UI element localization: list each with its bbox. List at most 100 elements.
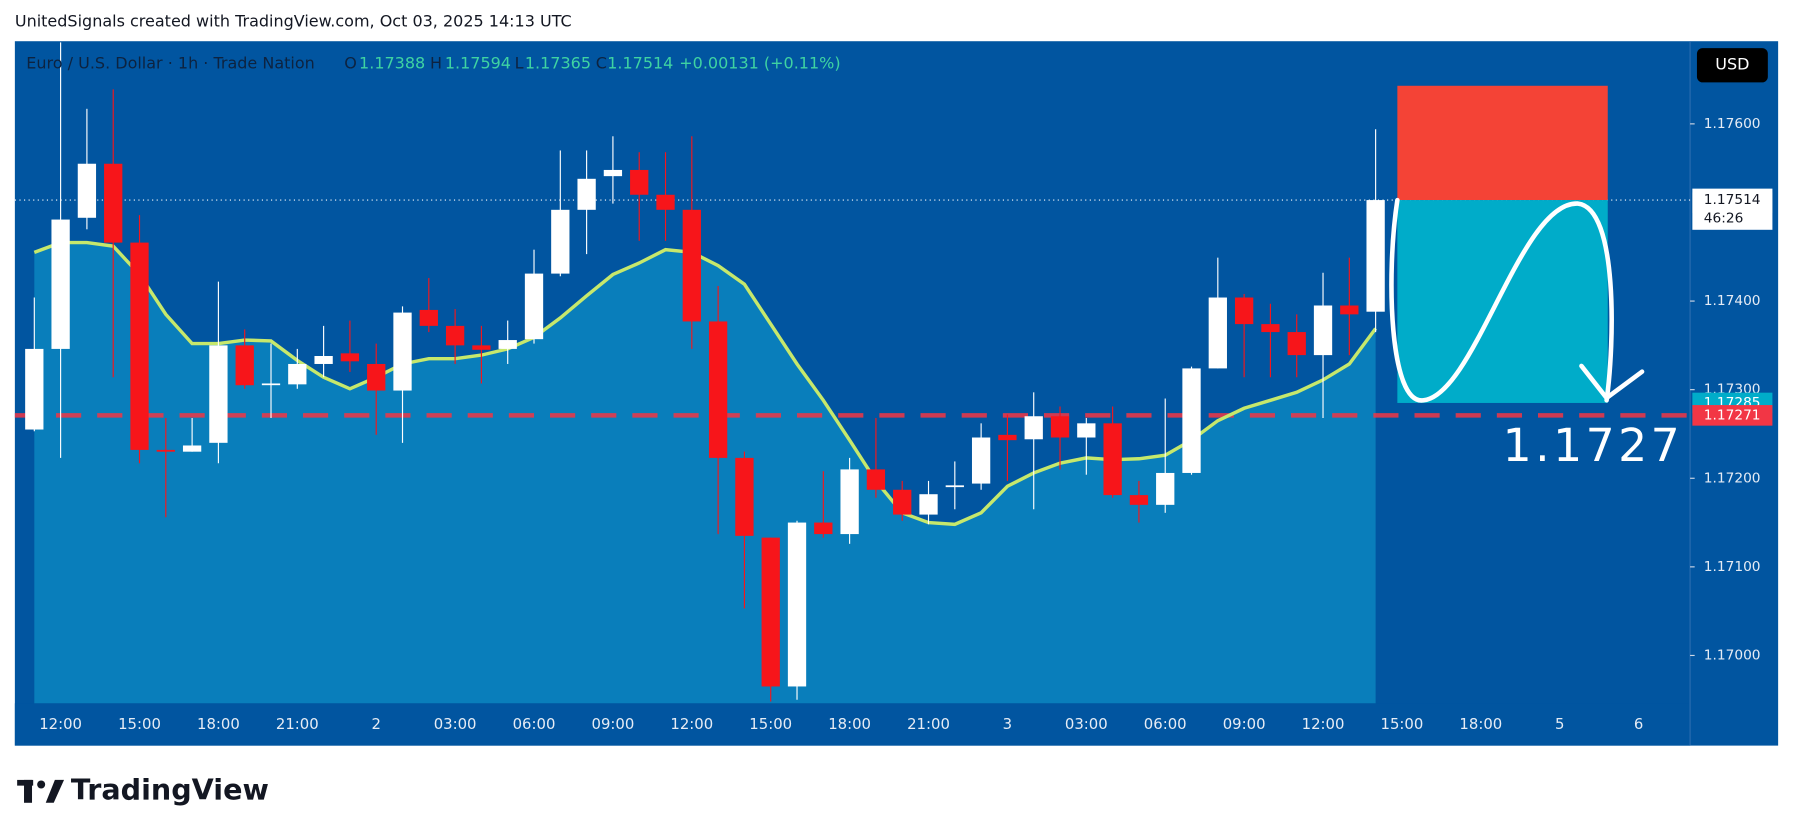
- x-tick-label: 12:00: [39, 715, 82, 733]
- candle-body: [577, 178, 596, 210]
- candle-body: [998, 434, 1017, 441]
- x-tick-label: 21:00: [276, 715, 319, 733]
- ma-area: [34, 242, 1376, 704]
- current-price-tag: [1692, 188, 1773, 230]
- candle-body: [445, 325, 465, 346]
- candle-body: [1077, 423, 1096, 438]
- ohlc-value: 1.17594: [445, 54, 511, 73]
- candle-body: [1024, 416, 1043, 440]
- candle-body: [235, 345, 254, 386]
- x-tick-label: 18:00: [197, 715, 240, 733]
- candle-body: [1313, 305, 1333, 356]
- candle-body: [209, 345, 228, 443]
- currency[interactable]: USD: [1715, 55, 1749, 74]
- candle-body: [104, 163, 123, 243]
- x-tick-label: 18:00: [1459, 715, 1502, 733]
- candle-body: [866, 469, 886, 490]
- candle-body: [130, 242, 149, 450]
- x-tick-label: 3: [1003, 715, 1012, 733]
- candle-body: [603, 169, 623, 177]
- candle-body: [25, 348, 44, 430]
- candle-body: [261, 383, 281, 386]
- candle-body: [1050, 416, 1070, 438]
- candle-body: [761, 537, 780, 687]
- x-tick-label: 06:00: [1144, 715, 1187, 733]
- arrow-head: [1579, 363, 1645, 402]
- x-tick-label: 18:00: [828, 715, 871, 733]
- y-tick-label: 1.17400: [1704, 293, 1761, 309]
- y-tick-label: 1.17600: [1704, 116, 1761, 132]
- candle-body: [1129, 495, 1149, 505]
- countdown: 46:26: [1704, 210, 1744, 226]
- candle-body: [1340, 305, 1359, 315]
- current-price-label: 1.17514: [1704, 192, 1761, 208]
- candle-body: [735, 457, 754, 536]
- credit: UnitedSignals created with TradingView.c…: [15, 11, 572, 30]
- ohlc-label: C: [596, 54, 607, 73]
- candle-body: [340, 353, 360, 362]
- symbol: Euro / U.S. Dollar · 1h · Trade Nation: [26, 54, 314, 73]
- ohlc-value: 1.17388: [359, 54, 425, 73]
- x-tick-label: 12:00: [1302, 715, 1345, 733]
- time-axis: [14, 703, 1691, 746]
- x-tick-label: 5: [1555, 715, 1564, 733]
- x-tick-label: 15:00: [749, 715, 792, 733]
- candle-body: [498, 340, 517, 349]
- x-tick-label: 15:00: [118, 715, 161, 733]
- candle-body: [551, 209, 570, 274]
- ohlc-value: 1.17514: [607, 54, 673, 73]
- candle-body: [682, 209, 701, 322]
- target-zone: [1397, 200, 1608, 403]
- tradingview-logo: TradingView: [17, 772, 269, 806]
- candle-body: [288, 363, 307, 385]
- ohlc-label: H: [430, 54, 442, 73]
- hand-drawing: [1389, 197, 1614, 403]
- x-tick-label: 2: [371, 715, 380, 733]
- candle-body: [77, 163, 97, 218]
- candle-body: [1234, 297, 1254, 325]
- candle-body: [1182, 368, 1201, 473]
- candle-body: [1287, 332, 1306, 356]
- y-tick-label: 1.17000: [1704, 647, 1761, 663]
- candle-body: [814, 522, 833, 535]
- candle-body: [787, 522, 807, 687]
- candle-body: [708, 321, 728, 458]
- x-tick-label: 09:00: [591, 715, 634, 733]
- candle-body: [472, 345, 491, 350]
- plot: [14, 42, 1691, 704]
- y-tick-label: 1.17200: [1704, 470, 1761, 486]
- x-tick-label: 03:00: [434, 715, 477, 733]
- ma-line: [33, 240, 1378, 527]
- currency-button[interactable]: [1696, 48, 1768, 83]
- candle-body: [630, 169, 649, 195]
- stop-zone: [1397, 85, 1608, 201]
- candle-body: [367, 363, 386, 391]
- candle-body: [919, 494, 938, 515]
- x-tick-label: 21:00: [907, 715, 950, 733]
- price-tag: [1692, 405, 1773, 426]
- candle-body: [1103, 423, 1122, 496]
- x-tick-label: 12:00: [670, 715, 713, 733]
- candle-body: [945, 485, 964, 488]
- candle-body: [51, 219, 70, 349]
- candle-body: [314, 355, 333, 364]
- candle-body: [1208, 297, 1227, 369]
- candle-body: [182, 445, 202, 452]
- candle-body: [156, 449, 175, 452]
- candle-body: [1261, 324, 1280, 333]
- candle-body: [971, 437, 991, 484]
- candle-body: [524, 273, 544, 340]
- candle-body: [1366, 200, 1385, 312]
- candle-body: [419, 309, 438, 326]
- x-tick-label: 15:00: [1381, 715, 1424, 733]
- x-tick-label: 06:00: [513, 715, 556, 733]
- candle-body: [893, 489, 912, 515]
- candle-body: [656, 194, 675, 210]
- ohlc-value: 1.17365: [525, 54, 591, 73]
- candle-body: [840, 469, 859, 535]
- y-tick-label: 1.17100: [1704, 559, 1761, 575]
- x-tick-label: 03:00: [1065, 715, 1108, 733]
- annotation: 1.1727: [1503, 419, 1684, 472]
- candle-body: [393, 312, 412, 391]
